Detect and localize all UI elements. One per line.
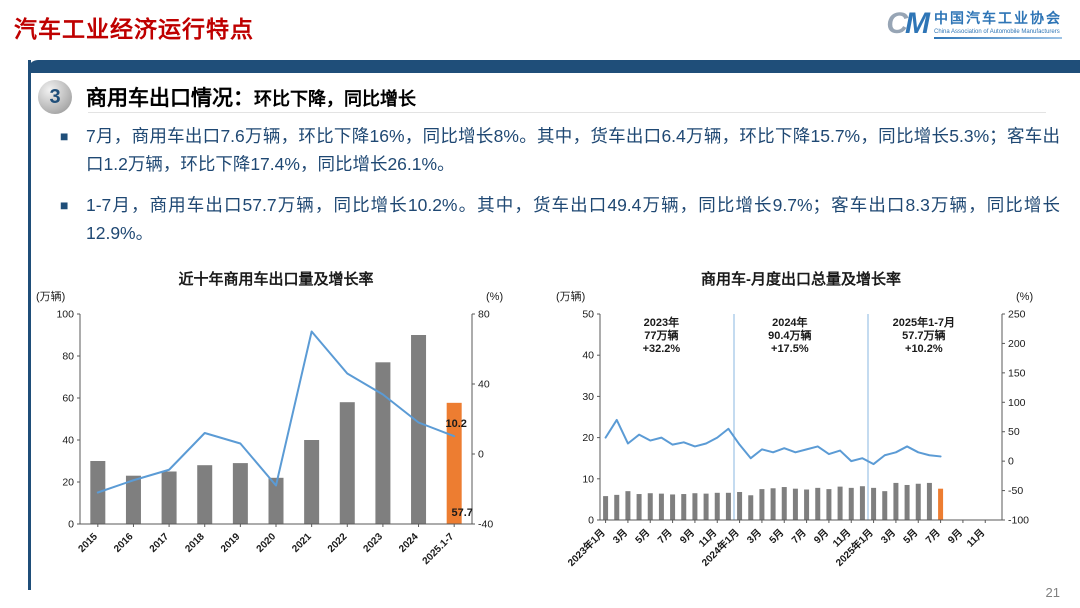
svg-text:40: 40 bbox=[62, 435, 74, 447]
svg-text:-100: -100 bbox=[1008, 515, 1029, 527]
svg-text:0: 0 bbox=[478, 449, 484, 461]
svg-text:2024年: 2024年 bbox=[772, 315, 807, 329]
svg-text:+10.2%: +10.2% bbox=[905, 343, 943, 355]
svg-text:30: 30 bbox=[582, 391, 594, 403]
svg-text:2021: 2021 bbox=[290, 531, 314, 555]
svg-text:近十年商用车出口量及增长率: 近十年商用车出口量及增长率 bbox=[178, 270, 373, 288]
svg-text:5月: 5月 bbox=[901, 527, 920, 546]
svg-text:77万辆: 77万辆 bbox=[644, 328, 678, 342]
svg-text:7月: 7月 bbox=[923, 527, 942, 546]
logo-underline bbox=[934, 37, 1062, 39]
svg-text:+32.2%: +32.2% bbox=[643, 343, 681, 355]
svg-text:57.7万辆: 57.7万辆 bbox=[902, 328, 945, 342]
svg-text:57.7: 57.7 bbox=[451, 507, 472, 519]
svg-text:3月: 3月 bbox=[745, 527, 764, 546]
svg-text:(万辆): (万辆) bbox=[36, 289, 65, 303]
svg-text:7月: 7月 bbox=[789, 527, 808, 546]
svg-text:2023年: 2023年 bbox=[644, 315, 679, 329]
section-head: 3 商用车出口情况：环比下降，同比增长 bbox=[38, 80, 416, 114]
bullet-item-1: ■ 7月，商用车出口7.6万辆，环比下降16%，同比增长8%。其中，货车出口6.4… bbox=[60, 122, 1060, 178]
svg-text:0: 0 bbox=[1008, 456, 1014, 468]
chart-monthly-exports: 商用车-月度出口总量及增长率 (万辆) (%) 0 10 20 30 40 50 -100 -50 0… bbox=[556, 270, 1033, 569]
svg-text:2020: 2020 bbox=[255, 531, 279, 555]
svg-text:商用车-月度出口总量及增长率: 商用车-月度出口总量及增长率 bbox=[701, 270, 901, 288]
bullet-square-icon: ■ bbox=[60, 128, 69, 144]
svg-text:60: 60 bbox=[62, 393, 74, 405]
svg-text:5月: 5月 bbox=[767, 527, 786, 546]
frame-left-bar bbox=[28, 60, 31, 590]
svg-text:(%): (%) bbox=[1016, 291, 1033, 303]
svg-text:3月: 3月 bbox=[611, 527, 630, 546]
svg-text:2025.1-7: 2025.1-7 bbox=[421, 531, 457, 567]
bullet-text-2: 1-7月，商用车出口57.7万辆，同比增长10.2%。其中，货车出口49.4万辆… bbox=[86, 195, 1060, 243]
svg-text:20: 20 bbox=[62, 477, 74, 489]
chart-decade-exports: 近十年商用车出口量及增长率 (万辆) (%) 0 20 40 60 80 100 -40 0 40 80… bbox=[36, 270, 503, 567]
svg-text:10: 10 bbox=[582, 473, 594, 485]
org-name-en: China Association of Automobile Manufact… bbox=[934, 29, 1060, 35]
page-number: 21 bbox=[1045, 585, 1060, 600]
bullet-list: ■ 7月，商用车出口7.6万辆，环比下降16%，同比增长8%。其中，货车出口6.4… bbox=[60, 122, 1060, 260]
svg-text:150: 150 bbox=[1008, 367, 1026, 379]
svg-text:0: 0 bbox=[68, 519, 74, 531]
charts-row: 近十年商用车出口量及增长率 (万辆) (%) 0 20 40 60 80 100 -40 0 40 80… bbox=[22, 264, 1060, 586]
svg-text:100: 100 bbox=[56, 309, 74, 321]
svg-text:0: 0 bbox=[588, 515, 594, 527]
svg-text:9月: 9月 bbox=[812, 527, 831, 546]
svg-text:5月: 5月 bbox=[633, 527, 652, 546]
svg-text:50: 50 bbox=[1008, 426, 1020, 438]
svg-text:9月: 9月 bbox=[678, 527, 697, 546]
svg-text:9月: 9月 bbox=[946, 527, 965, 546]
svg-text:40: 40 bbox=[478, 379, 490, 391]
bullet-text-1: 7月，商用车出口7.6万辆，环比下降16%，同比增长8%。其中，货车出口6.4万… bbox=[86, 126, 1060, 174]
svg-text:7月: 7月 bbox=[655, 527, 674, 546]
frame-top-bar bbox=[28, 60, 1080, 73]
svg-text:2019: 2019 bbox=[219, 531, 243, 555]
svg-text:(万辆): (万辆) bbox=[556, 289, 585, 303]
svg-text:3月: 3月 bbox=[879, 527, 898, 546]
svg-text:-50: -50 bbox=[1008, 485, 1023, 497]
page-title: 汽车工业经济运行特点 bbox=[14, 16, 254, 42]
svg-text:10.2: 10.2 bbox=[445, 418, 466, 430]
svg-text:250: 250 bbox=[1008, 309, 1026, 321]
svg-text:2018: 2018 bbox=[183, 531, 207, 555]
svg-text:2023年1月: 2023年1月 bbox=[565, 526, 608, 569]
section-title-sub: 环比下降，同比增长 bbox=[254, 89, 416, 109]
svg-text:200: 200 bbox=[1008, 338, 1026, 350]
org-logo: CM 中国汽车工业协会 China Association of Automob… bbox=[886, 8, 1062, 39]
svg-text:2024: 2024 bbox=[397, 531, 421, 555]
svg-text:2015: 2015 bbox=[76, 531, 100, 555]
svg-text:80: 80 bbox=[478, 309, 490, 321]
svg-text:40: 40 bbox=[582, 350, 594, 362]
bullet-item-2: ■ 1-7月，商用车出口57.7万辆，同比增长10.2%。其中，货车出口49.4万… bbox=[60, 191, 1060, 247]
svg-text:2025年1-7月: 2025年1-7月 bbox=[893, 315, 955, 329]
svg-text:+17.5%: +17.5% bbox=[771, 343, 809, 355]
svg-text:(%): (%) bbox=[486, 291, 503, 303]
svg-text:2017: 2017 bbox=[148, 531, 172, 555]
org-name-cn: 中国汽车工业协会 bbox=[934, 10, 1062, 26]
section-divider bbox=[88, 112, 1046, 113]
section-title-main: 商用车出口情况： bbox=[86, 87, 254, 110]
svg-text:80: 80 bbox=[62, 351, 74, 363]
svg-text:20: 20 bbox=[582, 432, 594, 444]
bullet-square-icon: ■ bbox=[60, 197, 69, 213]
section-title: 商用车出口情况：环比下降，同比增长 bbox=[86, 82, 416, 112]
section-number-badge: 3 bbox=[38, 80, 72, 114]
caam-logo-icon: CM bbox=[886, 6, 930, 40]
svg-text:2016: 2016 bbox=[112, 531, 136, 555]
svg-text:90.4万辆: 90.4万辆 bbox=[768, 328, 811, 342]
svg-text:11月: 11月 bbox=[964, 527, 987, 550]
svg-text:2022: 2022 bbox=[326, 531, 350, 555]
svg-text:100: 100 bbox=[1008, 397, 1026, 409]
svg-text:50: 50 bbox=[582, 309, 594, 321]
svg-text:2023: 2023 bbox=[362, 531, 386, 555]
svg-text:-40: -40 bbox=[478, 519, 493, 531]
